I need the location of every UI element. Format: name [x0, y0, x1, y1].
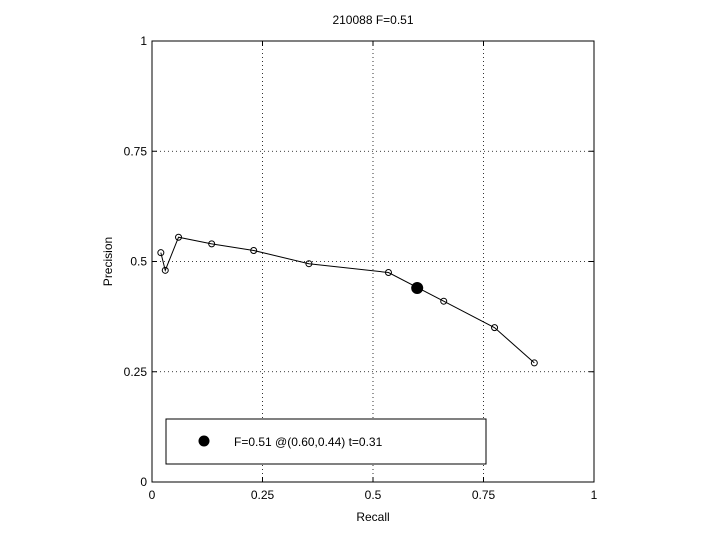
y-tick-label: 1 — [140, 34, 147, 48]
series — [157, 233, 538, 367]
pr-curve-point — [305, 260, 313, 268]
y-axis-label: Precision — [101, 237, 115, 286]
pr-curve-point — [530, 359, 538, 367]
pr-curve-point — [157, 249, 165, 257]
x-tick-label: 0.5 — [365, 488, 382, 502]
x-axis-label: Recall — [356, 510, 389, 524]
pr-curve-point — [208, 240, 216, 248]
pr-curve-point — [175, 233, 183, 241]
pr-curve-point — [161, 266, 169, 274]
best-f-point — [411, 281, 424, 294]
chart-title: 210088 F=0.51 — [332, 13, 413, 27]
legend-text: F=0.51 @(0.60,0.44) t=0.31 — [234, 435, 383, 449]
grid — [152, 41, 594, 482]
pr-curve-point — [440, 297, 448, 305]
pr-curve-point — [250, 246, 258, 254]
legend: F=0.51 @(0.60,0.44) t=0.31 — [165, 418, 487, 465]
x-tick-label: 0.75 — [472, 488, 496, 502]
pr-curve-point — [384, 269, 392, 277]
ticks: 0 0.25 0.5 0.75 1 0 0.25 0.5 0.75 1 — [124, 34, 598, 502]
pr-curve-line — [160, 236, 535, 364]
x-tick-label: 0 — [149, 488, 156, 502]
pr-curve-point — [491, 324, 499, 332]
legend-box — [165, 418, 487, 465]
y-tick-label: 0.75 — [124, 144, 148, 158]
y-tick-label: 0 — [140, 475, 147, 489]
x-tick-label: 0.25 — [251, 488, 275, 502]
y-tick-label: 0.5 — [130, 255, 147, 269]
x-tick-label: 1 — [591, 488, 598, 502]
legend-marker — [198, 435, 210, 447]
y-tick-label: 0.25 — [124, 365, 148, 379]
